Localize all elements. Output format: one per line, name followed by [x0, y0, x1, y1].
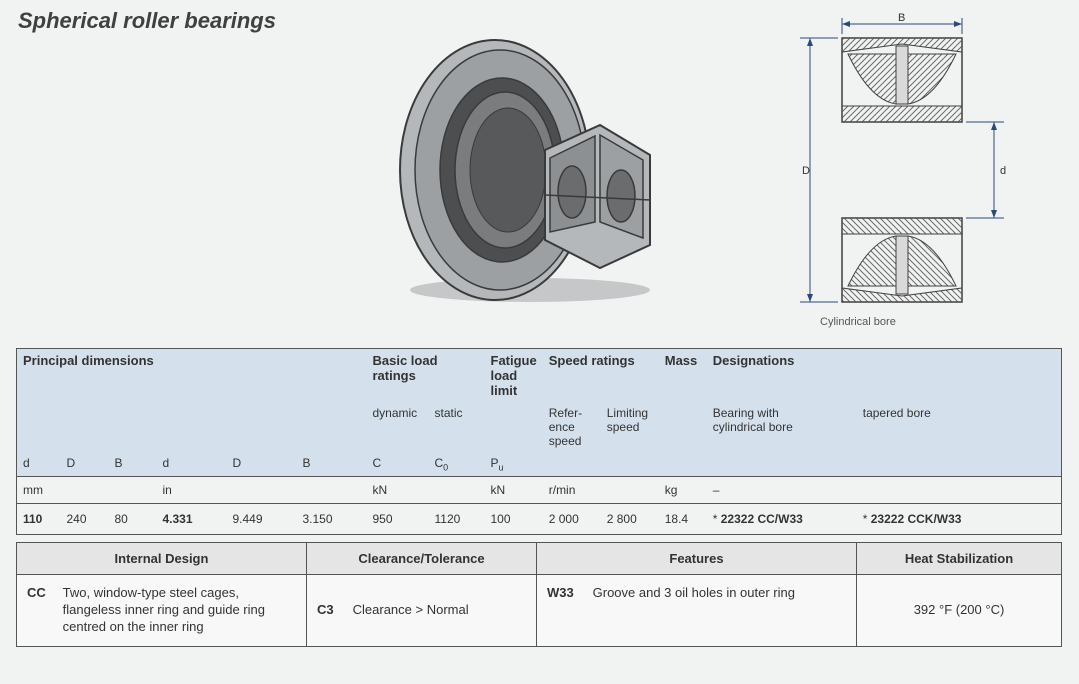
cell-D-in: 9.449 — [227, 504, 297, 535]
cell-ref-speed: 2 000 — [543, 504, 601, 535]
col-C0: C0 — [429, 452, 485, 477]
hdr-basic-load: Basic load ratings — [367, 349, 485, 403]
unit-dash: – — [707, 477, 1062, 504]
ftd-features: W33 Groove and 3 oil holes in outer ring — [537, 575, 857, 647]
hdr-tap-bore: tapered bore — [857, 402, 1062, 452]
hdr-fatigue: Fatigue load limit — [485, 349, 543, 403]
cell-desig-tap: * 23222 CCK/W33 — [857, 504, 1062, 535]
ftd-clearance: C3 Clearance > Normal — [307, 575, 537, 647]
feature-table: Internal Design Clearance/Tolerance Feat… — [16, 542, 1062, 647]
ftd-internal: CC Two, window-type steel cages, flangel… — [17, 575, 307, 647]
dim-label-d: d — [1000, 165, 1006, 177]
cell-D-mm: 240 — [61, 504, 109, 535]
technical-drawing: B D d — [770, 10, 1050, 330]
hdr-speed: Speed ratings — [543, 349, 659, 403]
cell-C: 950 — [367, 504, 429, 535]
col-C: C — [367, 452, 429, 477]
unit-rmin: r/min — [543, 477, 659, 504]
cell-lim-speed: 2 800 — [601, 504, 659, 535]
code-C3: C3 — [317, 602, 349, 619]
page-title: Spherical roller bearings — [18, 8, 276, 34]
desc-clearance: Clearance > Normal — [353, 602, 469, 617]
unit-kN: kN — [367, 477, 485, 504]
cell-d-mm: 110 — [17, 504, 61, 535]
table-row: 110 240 80 4.331 9.449 3.150 950 1120 10… — [17, 504, 1062, 535]
cell-desig-cyl: * 22322 CC/W33 — [707, 504, 857, 535]
fth-clearance: Clearance/Tolerance — [307, 543, 537, 575]
cell-C0: 1120 — [429, 504, 485, 535]
cell-B-in: 3.150 — [297, 504, 367, 535]
unit-kN2: kN — [485, 477, 543, 504]
unit-in: in — [157, 477, 367, 504]
ftd-heat: 392 °F (200 °C) — [857, 575, 1062, 647]
col-B: B — [109, 452, 157, 477]
code-CC: CC — [27, 585, 59, 602]
desc-features: Groove and 3 oil holes in outer ring — [593, 585, 842, 602]
code-W33: W33 — [547, 585, 589, 602]
dim-label-B: B — [898, 12, 905, 24]
fth-internal: Internal Design — [17, 543, 307, 575]
cell-mass: 18.4 — [659, 504, 707, 535]
hdr-mass: Mass — [659, 349, 707, 403]
cell-d-in: 4.331 — [157, 504, 227, 535]
fth-heat: Heat Stabilization — [857, 543, 1062, 575]
tech-drawing-caption: Cylindrical bore — [820, 316, 896, 328]
fth-features: Features — [537, 543, 857, 575]
hdr-static: static — [429, 402, 485, 452]
hdr-designations: Designations — [707, 349, 1062, 403]
unit-kg: kg — [659, 477, 707, 504]
col-D: D — [61, 452, 109, 477]
unit-row: mm in kN kN r/min kg – — [17, 477, 1062, 504]
col-D-in: D — [227, 452, 297, 477]
cell-Pu: 100 — [485, 504, 543, 535]
cell-B-mm: 80 — [109, 504, 157, 535]
col-B-in: B — [297, 452, 367, 477]
col-d: d — [17, 452, 61, 477]
desc-internal: Two, window-type steel cages, flangeless… — [63, 585, 292, 636]
hdr-dynamic: dynamic — [367, 402, 429, 452]
hdr-ref-speed: Refer- ence speed — [543, 402, 601, 452]
dim-label-D: D — [802, 165, 810, 177]
col-Pu: Pu — [485, 452, 543, 477]
unit-mm: mm — [17, 477, 157, 504]
hdr-lim-speed: Limiting speed — [601, 402, 659, 452]
col-d-in: d — [157, 452, 227, 477]
hdr-principal: Principal dimensions — [17, 349, 367, 403]
spec-table: Principal dimensions Basic load ratings … — [16, 348, 1062, 535]
hdr-cyl-bore: Bearing with cylindrical bore — [707, 402, 857, 452]
product-illustration — [380, 20, 680, 310]
